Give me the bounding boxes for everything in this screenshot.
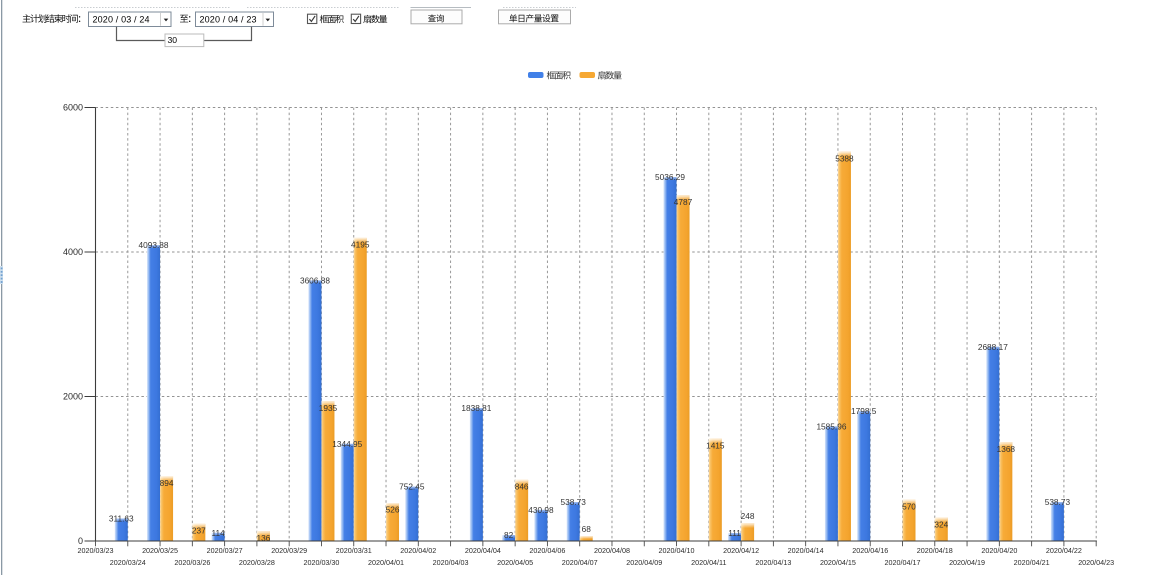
svg-text:2020/04/04: 2020/04/04 (465, 546, 501, 555)
svg-text:430.98: 430.98 (528, 505, 554, 515)
svg-text:2020/04/10: 2020/04/10 (659, 546, 695, 555)
svg-text:1585.96: 1585.96 (816, 421, 846, 431)
svg-text:0: 0 (78, 536, 83, 546)
svg-text:5036.29: 5036.29 (655, 172, 685, 182)
svg-text:570: 570 (902, 502, 916, 512)
svg-text:6000: 6000 (63, 103, 83, 113)
svg-text:3606.88: 3606.88 (300, 275, 330, 285)
svg-text:2020/03/26: 2020/03/26 (174, 558, 210, 567)
svg-text:2020/04/19: 2020/04/19 (949, 558, 985, 567)
svg-text:2020/03/30: 2020/03/30 (303, 558, 339, 567)
svg-text:2020/04/01: 2020/04/01 (368, 558, 404, 567)
svg-text:311.63: 311.63 (109, 513, 134, 523)
svg-text:1798.5: 1798.5 (851, 406, 877, 416)
svg-text:2020/04/12: 2020/04/12 (723, 546, 759, 555)
svg-text:2688.17: 2688.17 (978, 342, 1008, 352)
svg-text:2020/03/25: 2020/03/25 (142, 546, 178, 555)
svg-text:4787: 4787 (674, 197, 693, 207)
svg-text:136: 136 (256, 533, 270, 543)
svg-text:4000: 4000 (63, 247, 83, 257)
svg-text:2020/03/31: 2020/03/31 (336, 546, 372, 555)
svg-text:111: 111 (728, 528, 741, 538)
svg-text:2020 / 03 / 24: 2020 / 03 / 24 (93, 15, 150, 25)
svg-text:2020/04/15: 2020/04/15 (820, 558, 856, 567)
svg-text:2020/03/29: 2020/03/29 (271, 546, 307, 555)
svg-text:538.73: 538.73 (561, 497, 587, 507)
svg-text:2020/04/13: 2020/04/13 (755, 558, 791, 567)
svg-text:2020/04/07: 2020/04/07 (562, 558, 598, 567)
svg-text:237: 237 (192, 526, 206, 536)
svg-text:1838.81: 1838.81 (461, 403, 491, 413)
svg-text:2020/04/09: 2020/04/09 (626, 558, 662, 567)
svg-text:2020/04/21: 2020/04/21 (1014, 558, 1050, 567)
svg-text:248: 248 (741, 511, 755, 521)
svg-text:324: 324 (934, 519, 948, 529)
svg-text:2020/04/14: 2020/04/14 (788, 546, 824, 555)
svg-text:752.45: 752.45 (399, 482, 425, 492)
svg-text:2020/03/27: 2020/03/27 (207, 546, 243, 555)
svg-text:1935: 1935 (319, 403, 338, 413)
svg-text:4093.88: 4093.88 (139, 240, 169, 250)
svg-text:2020/04/02: 2020/04/02 (400, 546, 436, 555)
svg-text:2020/04/16: 2020/04/16 (852, 546, 888, 555)
svg-text:2000: 2000 (63, 392, 83, 402)
svg-text:2020/03/28: 2020/03/28 (239, 558, 275, 567)
svg-text:82: 82 (504, 530, 514, 540)
svg-text:2020/04/17: 2020/04/17 (885, 558, 921, 567)
svg-text:30: 30 (168, 35, 178, 45)
svg-text:1344.95: 1344.95 (332, 439, 362, 449)
svg-text:2020/04/23: 2020/04/23 (1078, 558, 1114, 567)
svg-text:894: 894 (160, 478, 174, 488)
svg-text:2020 / 04 / 23: 2020 / 04 / 23 (200, 15, 257, 25)
svg-text:5388: 5388 (835, 153, 854, 163)
svg-text:2020/04/18: 2020/04/18 (917, 546, 953, 555)
svg-text:68: 68 (582, 524, 592, 534)
svg-text:2020/04/20: 2020/04/20 (981, 546, 1017, 555)
svg-text:2020/04/03: 2020/04/03 (433, 558, 469, 567)
svg-text:2020/04/11: 2020/04/11 (691, 558, 726, 567)
svg-text:2020/03/24: 2020/03/24 (110, 558, 146, 567)
svg-text:2020/04/22: 2020/04/22 (1046, 546, 1082, 555)
svg-text:2020/04/06: 2020/04/06 (529, 546, 565, 555)
svg-text:1368: 1368 (997, 444, 1016, 454)
svg-text:114: 114 (212, 528, 226, 538)
svg-text:1415: 1415 (706, 440, 725, 450)
svg-text:2020/04/05: 2020/04/05 (497, 558, 533, 567)
svg-text:2020/03/23: 2020/03/23 (78, 546, 114, 555)
svg-text:846: 846 (515, 482, 529, 492)
svg-text:526: 526 (386, 505, 400, 515)
svg-text:2020/04/08: 2020/04/08 (594, 546, 630, 555)
svg-text:4195: 4195 (351, 240, 370, 250)
svg-text:538.73: 538.73 (1045, 497, 1071, 507)
